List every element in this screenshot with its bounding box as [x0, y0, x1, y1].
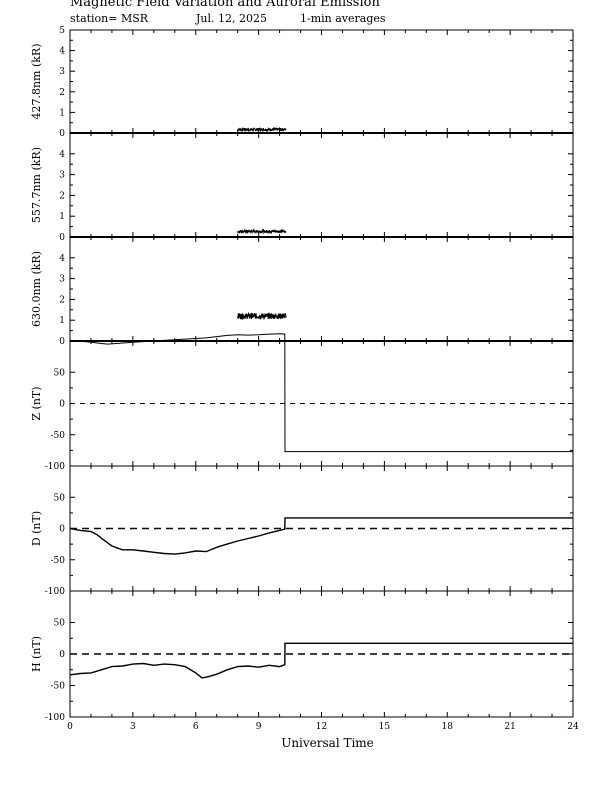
ytick-label-427: 3 — [59, 67, 65, 77]
ytick-label-H: 50 — [54, 619, 66, 629]
xtick-label: 24 — [567, 722, 579, 732]
ytick-label-D: -50 — [51, 556, 66, 566]
ytick-label-D: -100 — [45, 587, 65, 597]
ytick-label-Z: -50 — [51, 431, 66, 441]
xtick-label: 6 — [193, 722, 199, 732]
ylabel-557: 557.7nm (kR) — [30, 147, 43, 223]
xtick-label: 9 — [256, 722, 262, 732]
xtick-label: 12 — [316, 722, 327, 732]
ytick-label-D: 0 — [59, 525, 65, 535]
ytick-label-630: 2 — [59, 295, 65, 305]
xtick-label: 21 — [504, 722, 515, 732]
ylabel-H: H (nT) — [30, 636, 43, 672]
series-noise-630 — [237, 311, 287, 321]
panel-frame-427 — [69, 29, 574, 134]
ylabel-630: 630.0nm (kR) — [30, 251, 43, 327]
series-noise-427 — [237, 126, 287, 133]
ytick-label-557: 3 — [59, 171, 65, 181]
ylabel-427: 427.8nm (kR) — [30, 43, 43, 119]
ytick-label-630: 1 — [59, 316, 65, 326]
series-line-Z — [69, 333, 573, 453]
series-line-H — [69, 642, 573, 679]
ytick-label-427: 4 — [59, 47, 65, 57]
ytick-label-Z: 0 — [59, 400, 65, 410]
ytick-label-557: 2 — [59, 191, 65, 201]
ytick-label-Z: -100 — [45, 462, 65, 472]
ytick-label-630: 0 — [59, 337, 65, 347]
xtick-label: 3 — [130, 722, 136, 732]
xtick-label: 15 — [379, 722, 391, 732]
date-label: Jul. 12, 2025 — [196, 12, 267, 25]
chart-title: Magnetic Field Variation and Auroral Emi… — [70, 0, 380, 10]
ytick-label-557: 1 — [59, 212, 65, 222]
ytick-label-630: 3 — [59, 275, 65, 285]
series-noise-557 — [237, 228, 287, 235]
ytick-label-557: 0 — [59, 233, 65, 243]
ylabel-Z: Z (nT) — [30, 386, 43, 420]
xtick-label: 0 — [67, 722, 73, 732]
series-line-D — [69, 517, 573, 555]
ytick-label-557: 4 — [59, 150, 65, 160]
ytick-label-H: 0 — [59, 650, 65, 660]
ytick-label-427: 5 — [59, 26, 65, 36]
xtick-label: 18 — [442, 722, 454, 732]
panel-frame-557 — [69, 132, 574, 238]
averaging-label: 1-min averages — [300, 12, 386, 25]
station-label: station= MSR — [70, 12, 149, 25]
ytick-label-H: -50 — [51, 682, 66, 692]
ytick-label-Z: 50 — [54, 368, 66, 378]
panel-frame-630 — [69, 236, 574, 342]
ytick-label-630: 4 — [59, 254, 65, 264]
ytick-label-427: 0 — [59, 129, 65, 139]
ytick-label-427: 1 — [59, 108, 65, 118]
x-axis-title: Universal Time — [281, 736, 374, 750]
ytick-label-D: 50 — [54, 493, 66, 503]
ytick-label-H: -100 — [45, 713, 65, 723]
ytick-label-427: 2 — [59, 88, 65, 98]
ylabel-D: D (nT) — [30, 511, 43, 546]
